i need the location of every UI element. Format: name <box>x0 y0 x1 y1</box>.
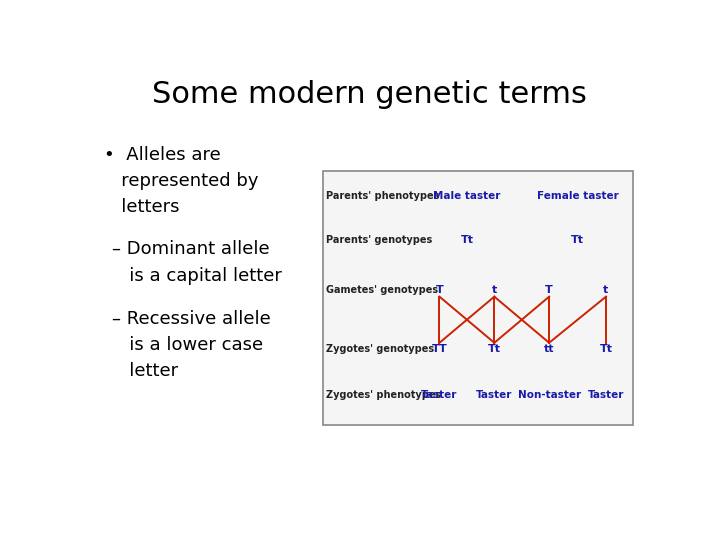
Text: Parents' genotypes: Parents' genotypes <box>325 235 432 245</box>
Text: •  Alleles are
   represented by
   letters: • Alleles are represented by letters <box>104 146 258 217</box>
Text: T: T <box>436 286 444 295</box>
Text: T: T <box>545 286 553 295</box>
Text: t: t <box>603 286 608 295</box>
Text: Taster: Taster <box>476 390 513 400</box>
Text: Parents' phenotypes: Parents' phenotypes <box>325 192 439 201</box>
Text: Male taster: Male taster <box>433 192 500 201</box>
Text: TT: TT <box>431 344 447 354</box>
Text: Tt: Tt <box>488 344 501 354</box>
Text: t: t <box>492 286 497 295</box>
Text: – Recessive allele
   is a lower case
   letter: – Recessive allele is a lower case lette… <box>112 309 271 381</box>
Text: Taster: Taster <box>588 390 624 400</box>
Text: Female taster: Female taster <box>536 192 618 201</box>
Text: Tt: Tt <box>600 344 613 354</box>
Text: Some modern genetic terms: Some modern genetic terms <box>152 79 586 109</box>
Text: Tt: Tt <box>460 235 474 245</box>
Text: Non-taster: Non-taster <box>518 390 581 400</box>
Text: Zygotes' genotypes: Zygotes' genotypes <box>325 344 433 354</box>
Text: Tt: Tt <box>571 235 584 245</box>
Text: Gametes' genotypes: Gametes' genotypes <box>325 286 438 295</box>
Bar <box>323 171 632 425</box>
Text: Zygotes' phenotypes: Zygotes' phenotypes <box>325 390 441 400</box>
Text: tt: tt <box>544 344 554 354</box>
Text: Taster: Taster <box>421 390 458 400</box>
Text: – Dominant allele
   is a capital letter: – Dominant allele is a capital letter <box>112 240 282 285</box>
